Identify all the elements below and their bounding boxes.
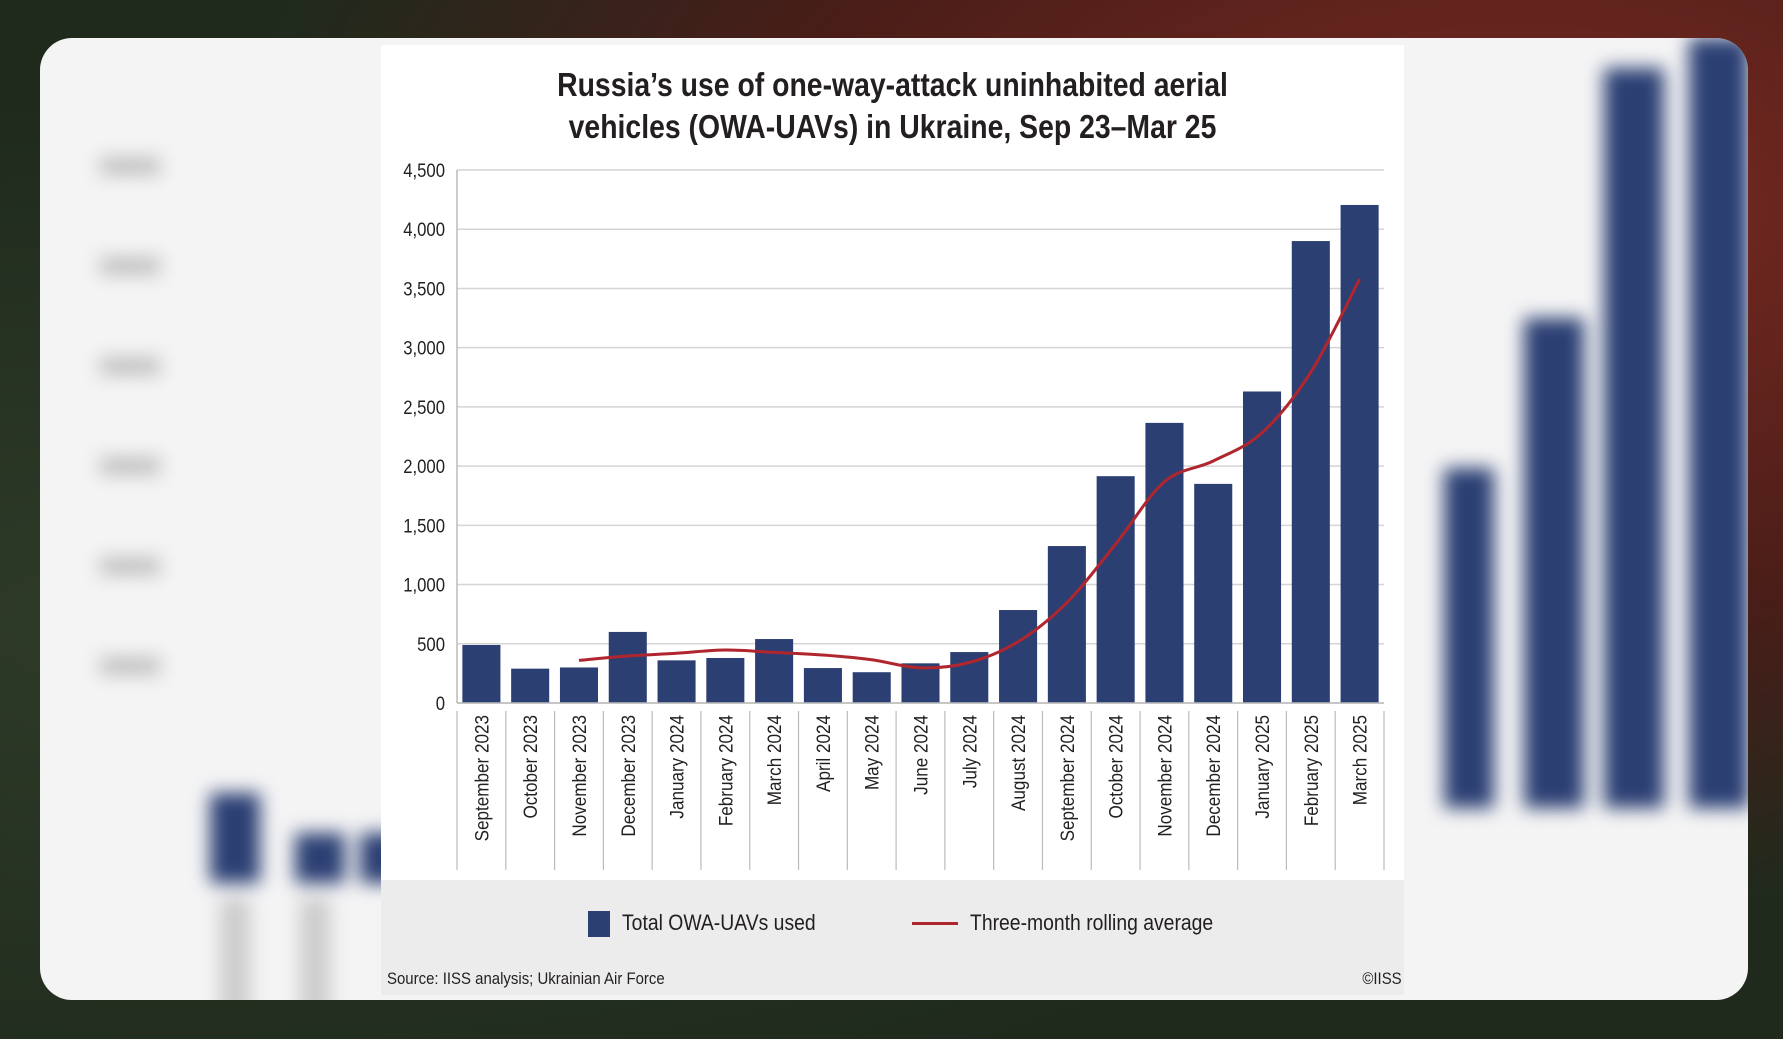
y-tick-label: 4,500: [403, 160, 445, 181]
x-tick-label: February 2024: [716, 715, 737, 826]
legend-line-swatch: [912, 922, 958, 925]
x-tick-label: January 2025: [1252, 715, 1273, 819]
bar: [1291, 241, 1330, 704]
legend-bar-swatch: [588, 911, 610, 937]
blurred-background-chart-left: [70, 98, 400, 1000]
chart-title-line-2: vehicles (OWA-UAVs) in Ukraine, Sep 23–M…: [568, 108, 1217, 145]
bar: [755, 639, 794, 703]
y-tick-label: 2,500: [403, 397, 445, 418]
bar: [559, 667, 599, 703]
x-tick-label: September 2023: [472, 715, 493, 841]
x-tick-label: November 2023: [569, 715, 590, 837]
bar: [1145, 422, 1184, 703]
x-tick-label: March 2025: [1350, 715, 1371, 805]
x-tick-label: October 2023: [520, 715, 541, 819]
bar: [1242, 391, 1282, 703]
y-tick-label: 1,000: [403, 575, 445, 596]
blurred-background-chart-right: [1404, 38, 1748, 1000]
bar: [462, 644, 501, 703]
x-tick-label: December 2023: [618, 715, 639, 837]
y-tick-label: 1,500: [403, 515, 445, 536]
bar: [706, 657, 745, 703]
copyright-note: ©IISS: [1362, 969, 1402, 988]
bar: [1340, 204, 1379, 704]
bar: [511, 668, 550, 703]
x-tick-label: April 2024: [813, 715, 834, 792]
y-tick-label: 3,500: [403, 278, 445, 299]
bar: [1047, 546, 1086, 703]
bar: [852, 672, 891, 703]
bar: [657, 660, 696, 703]
slide-card: [40, 38, 1748, 1000]
x-tick-label: June 2024: [911, 715, 932, 795]
bar: [901, 663, 940, 703]
x-tick-label: October 2024: [1106, 715, 1127, 819]
chart-title: Russia’s use of one-way-attack uninhabit…: [453, 64, 1333, 148]
x-tick-label: September 2024: [1057, 715, 1078, 841]
y-tick-label: 0: [436, 693, 445, 714]
x-tick-label: May 2024: [862, 715, 883, 790]
chart-panel: [381, 45, 1404, 995]
x-tick-label: January 2024: [667, 715, 688, 819]
bar: [1096, 476, 1135, 703]
y-tick-label: 500: [417, 634, 445, 655]
bar: [999, 610, 1038, 703]
y-tick-label: 3,000: [403, 338, 445, 359]
x-tick-label: February 2025: [1301, 715, 1322, 826]
y-tick-label: 4,000: [403, 219, 445, 240]
x-tick-label: August 2024: [1008, 715, 1029, 811]
rolling-average-line: [578, 278, 1361, 670]
chart-title-line-1: Russia’s use of one-way-attack uninhabit…: [557, 66, 1228, 103]
bar: [803, 668, 842, 703]
source-note: Source: IISS analysis; Ukrainian Air For…: [387, 969, 665, 988]
bar: [1194, 483, 1233, 703]
legend-line-label: Three-month rolling average: [970, 910, 1214, 935]
x-tick-label: July 2024: [959, 715, 980, 788]
x-tick-label: November 2024: [1155, 715, 1176, 837]
bar: [608, 631, 647, 703]
x-tick-label: March 2024: [764, 715, 785, 805]
y-tick-label: 2,000: [403, 456, 445, 477]
x-tick-label: December 2024: [1203, 715, 1224, 837]
legend-area: [381, 880, 1404, 995]
bar: [950, 652, 989, 703]
legend-bar-label: Total OWA-UAVs used: [622, 910, 816, 935]
